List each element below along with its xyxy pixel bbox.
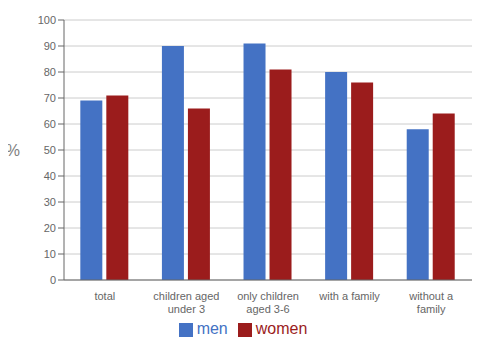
svg-text:80: 80: [44, 66, 56, 78]
svg-text:only childrenaged 3-6: only childrenaged 3-6: [237, 290, 299, 315]
html-text:men: men: [196, 320, 228, 337]
svg-text:70: 70: [44, 92, 56, 104]
svg-text:total: total: [94, 290, 115, 302]
svg-text:10: 10: [44, 248, 56, 260]
svg-text:60: 60: [44, 118, 56, 130]
svg-text:0: 0: [50, 274, 56, 286]
svg-text:%: %: [8, 142, 20, 159]
svg-text:without afamily: without afamily: [408, 290, 454, 315]
svg-text:with a family: with a family: [318, 290, 380, 302]
svg-text:100: 100: [38, 14, 56, 26]
html-text:women: women: [255, 320, 308, 337]
svg-text:90: 90: [44, 40, 56, 52]
svg-text:30: 30: [44, 196, 56, 208]
svg-text:50: 50: [44, 144, 56, 156]
svg-text:40: 40: [44, 170, 56, 182]
svg-text:children agedunder 3: children agedunder 3: [153, 290, 219, 315]
svg-text:20: 20: [44, 222, 56, 234]
